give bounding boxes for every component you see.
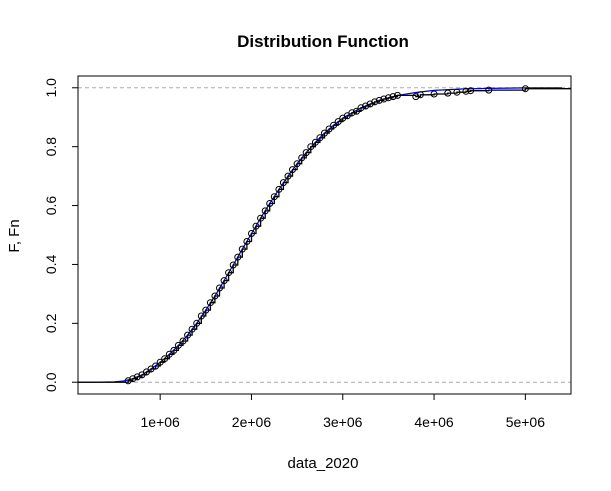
data-point bbox=[462, 87, 470, 95]
data-point bbox=[380, 95, 388, 103]
data-point bbox=[453, 88, 461, 96]
data-point bbox=[257, 214, 265, 222]
data-point bbox=[362, 102, 370, 110]
y-tick-label: 0.4 bbox=[43, 255, 59, 275]
plot-frame bbox=[77, 75, 572, 395]
data-point bbox=[184, 331, 192, 339]
y-tick-label: 1.0 bbox=[43, 78, 59, 98]
data-point bbox=[284, 172, 292, 180]
data-point bbox=[389, 93, 397, 101]
data-point bbox=[394, 91, 401, 99]
y-axis-label: F, Fn bbox=[6, 219, 23, 252]
data-point bbox=[467, 87, 475, 95]
data-point bbox=[279, 179, 287, 187]
data-point bbox=[243, 238, 251, 245]
x-tick-label: 1e+06 bbox=[141, 414, 181, 430]
data-point bbox=[188, 325, 196, 333]
data-point bbox=[485, 86, 493, 94]
data-point bbox=[348, 109, 356, 117]
data-point bbox=[179, 337, 187, 345]
data-point bbox=[234, 253, 242, 261]
data-point bbox=[216, 284, 223, 292]
data-point bbox=[193, 319, 201, 327]
data-point bbox=[129, 375, 137, 383]
data-point bbox=[220, 277, 228, 285]
data-point bbox=[275, 185, 283, 193]
data-point bbox=[521, 85, 529, 93]
data-point bbox=[197, 312, 205, 320]
x-tick-label: 3e+06 bbox=[323, 414, 363, 430]
x-tick-label: 2e+06 bbox=[232, 414, 272, 430]
x-axis-label: data_2020 bbox=[288, 455, 359, 472]
data-point bbox=[353, 107, 360, 115]
data-point bbox=[133, 373, 141, 381]
plot-area: 1e+06 2e+06 3e+06 4e+06 5e+06 0.0 0.2 0.4 0.6 0.8… bbox=[43, 75, 572, 430]
data-point bbox=[311, 138, 319, 146]
data-point bbox=[161, 355, 169, 363]
data-point bbox=[225, 269, 233, 277]
data-point bbox=[229, 261, 237, 269]
data-point bbox=[298, 154, 306, 162]
x-tick-label: 4e+06 bbox=[414, 414, 454, 430]
data-point bbox=[261, 207, 269, 215]
x-tick-label: 5e+06 bbox=[506, 414, 546, 430]
data-point bbox=[416, 91, 424, 99]
data-point bbox=[357, 104, 365, 112]
data-point bbox=[307, 143, 315, 151]
theoretical-cdf-line bbox=[78, 87, 562, 383]
data-point bbox=[375, 96, 383, 104]
data-point bbox=[238, 245, 246, 253]
y-tick-label: 0.8 bbox=[43, 137, 59, 157]
data-point bbox=[170, 346, 178, 354]
y-tick-label: 0.6 bbox=[43, 196, 59, 216]
data-point bbox=[325, 125, 333, 133]
empirical-cdf-step-line bbox=[78, 88, 571, 383]
data-point bbox=[206, 299, 214, 307]
data-point bbox=[293, 160, 301, 168]
data-point bbox=[371, 98, 379, 106]
y-tick-label: 0.2 bbox=[43, 313, 59, 333]
data-point bbox=[165, 350, 173, 358]
data-point bbox=[384, 94, 392, 102]
data-point bbox=[266, 200, 274, 207]
data-point bbox=[412, 93, 420, 101]
y-tick-label: 0.0 bbox=[43, 372, 59, 392]
data-point bbox=[156, 358, 164, 366]
data-point bbox=[270, 193, 278, 201]
data-point bbox=[289, 166, 296, 174]
data-point bbox=[444, 89, 452, 97]
data-point bbox=[302, 149, 310, 157]
data-point bbox=[330, 121, 338, 129]
data-point bbox=[174, 341, 182, 349]
data-point bbox=[321, 129, 328, 137]
data-point bbox=[248, 230, 255, 237]
data-point bbox=[334, 118, 342, 126]
data-point bbox=[202, 306, 210, 314]
data-point bbox=[252, 222, 260, 230]
data-point bbox=[430, 90, 438, 98]
data-point bbox=[211, 292, 219, 300]
chart-title: Distribution Function bbox=[237, 32, 409, 51]
data-point bbox=[152, 362, 160, 370]
data-point bbox=[316, 134, 324, 142]
